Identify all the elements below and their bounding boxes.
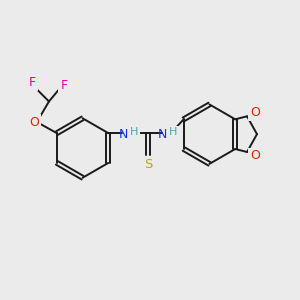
- Text: N: N: [158, 128, 167, 141]
- Text: O: O: [250, 106, 260, 119]
- Text: O: O: [250, 149, 260, 162]
- Text: F: F: [60, 79, 68, 92]
- Text: O: O: [29, 116, 39, 129]
- Text: H: H: [169, 127, 177, 137]
- Text: N: N: [118, 128, 128, 141]
- Text: S: S: [144, 158, 152, 171]
- Text: F: F: [28, 76, 36, 89]
- Text: H: H: [130, 127, 139, 137]
